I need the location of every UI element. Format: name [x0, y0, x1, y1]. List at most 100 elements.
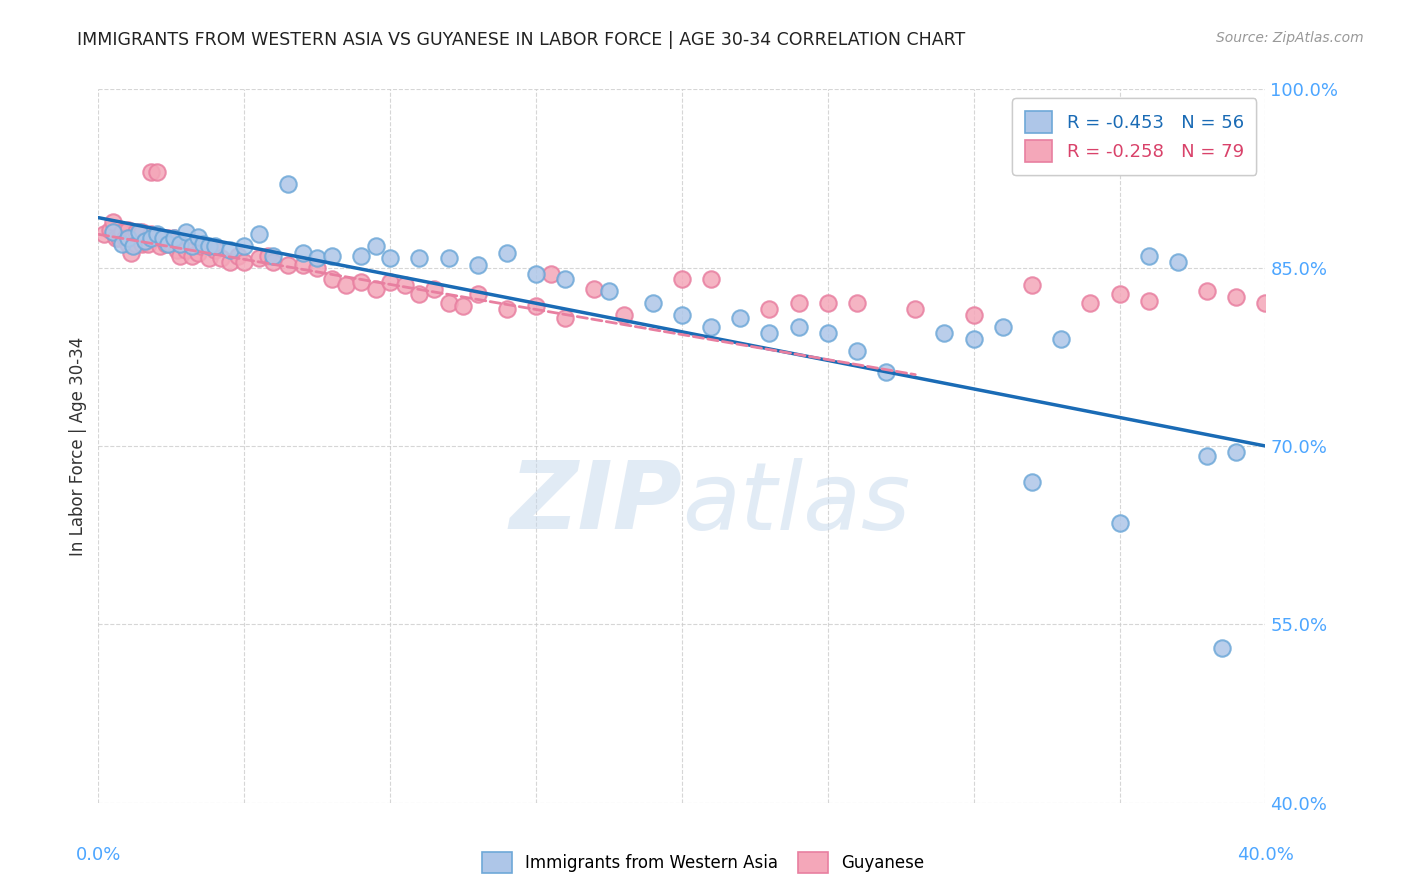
Point [134, 235, 156, 249]
Point [117, 231, 139, 245]
Point [136, 236, 159, 251]
Point [163, 231, 186, 245]
Point [307, 260, 329, 275]
Point [204, 239, 226, 253]
Point [114, 231, 136, 245]
Point [101, 225, 124, 239]
Point [598, 285, 620, 299]
Point [204, 243, 226, 257]
Point [1050, 332, 1073, 346]
Legend: Immigrants from Western Asia, Guyanese: Immigrants from Western Asia, Guyanese [475, 846, 931, 880]
Point [128, 225, 150, 239]
Point [540, 267, 562, 281]
Point [730, 310, 752, 325]
Point [1137, 293, 1160, 308]
Point [139, 231, 162, 245]
Point [228, 249, 250, 263]
Point [125, 225, 148, 239]
Point [120, 246, 142, 260]
Point [554, 272, 576, 286]
Point [163, 231, 186, 245]
Point [335, 278, 357, 293]
Point [1225, 445, 1247, 459]
Point [139, 227, 162, 242]
Point [187, 246, 209, 260]
Point [131, 225, 153, 239]
Point [612, 308, 634, 322]
Point [758, 326, 780, 340]
Point [671, 272, 693, 286]
Point [846, 343, 869, 358]
Point [120, 231, 142, 245]
Point [408, 286, 430, 301]
Point [146, 227, 169, 242]
Point [962, 332, 984, 346]
Point [174, 243, 197, 257]
Point [128, 225, 150, 239]
Point [93, 227, 115, 242]
Text: IMMIGRANTS FROM WESTERN ASIA VS GUYANESE IN LABOR FORCE | AGE 30-34 CORRELATION : IMMIGRANTS FROM WESTERN ASIA VS GUYANESE… [77, 31, 966, 49]
Text: 0.0%: 0.0% [76, 846, 121, 863]
Point [467, 258, 489, 272]
Point [496, 302, 519, 317]
Point [1080, 296, 1102, 310]
Point [142, 231, 165, 245]
Point [787, 296, 810, 310]
Point [146, 165, 169, 179]
Point [117, 236, 139, 251]
Point [1225, 290, 1247, 304]
Point [174, 225, 197, 239]
Point [108, 231, 131, 245]
Point [157, 231, 180, 245]
Point [846, 296, 869, 310]
Y-axis label: In Labor Force | Age 30-34: In Labor Force | Age 30-34 [69, 336, 87, 556]
Point [101, 215, 124, 229]
Point [111, 225, 134, 239]
Point [451, 299, 474, 313]
Point [700, 272, 723, 286]
Point [152, 231, 174, 245]
Point [98, 222, 121, 236]
Point [190, 239, 212, 253]
Point [152, 231, 174, 245]
Point [1211, 641, 1233, 656]
Point [1021, 475, 1043, 489]
Point [117, 222, 139, 236]
Point [134, 235, 156, 249]
Point [233, 239, 256, 253]
Point [291, 246, 314, 260]
Point [169, 249, 191, 263]
Point [423, 282, 446, 296]
Point [380, 251, 402, 265]
Point [554, 310, 576, 325]
Point [875, 365, 897, 379]
Text: 40.0%: 40.0% [1237, 846, 1294, 863]
Point [904, 302, 927, 317]
Point [139, 165, 162, 179]
Point [160, 236, 183, 251]
Point [364, 282, 387, 296]
Point [350, 275, 373, 289]
Point [524, 267, 547, 281]
Point [1167, 254, 1189, 268]
Point [321, 272, 343, 286]
Text: ZIP: ZIP [509, 457, 682, 549]
Point [262, 249, 284, 263]
Point [180, 239, 202, 253]
Point [291, 258, 314, 272]
Point [380, 275, 402, 289]
Point [408, 251, 430, 265]
Point [157, 236, 180, 251]
Point [1021, 278, 1043, 293]
Point [169, 236, 191, 251]
Point [122, 239, 145, 253]
Point [350, 249, 373, 263]
Point [1195, 449, 1218, 463]
Point [394, 278, 416, 293]
Point [437, 251, 460, 265]
Point [209, 251, 232, 265]
Point [817, 326, 839, 340]
Point [962, 308, 984, 322]
Point [1195, 285, 1218, 299]
Point [1137, 249, 1160, 263]
